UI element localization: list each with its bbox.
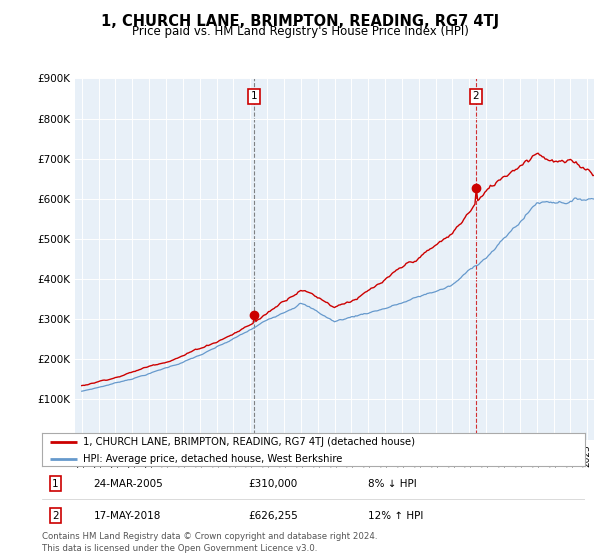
Text: 2: 2: [472, 91, 479, 101]
Text: £626,255: £626,255: [248, 511, 298, 521]
Text: 1, CHURCH LANE, BRIMPTON, READING, RG7 4TJ: 1, CHURCH LANE, BRIMPTON, READING, RG7 4…: [101, 14, 499, 29]
Text: 17-MAY-2018: 17-MAY-2018: [94, 511, 161, 521]
Text: 24-MAR-2005: 24-MAR-2005: [94, 479, 163, 489]
Text: HPI: Average price, detached house, West Berkshire: HPI: Average price, detached house, West…: [83, 454, 342, 464]
Text: Price paid vs. HM Land Registry's House Price Index (HPI): Price paid vs. HM Land Registry's House …: [131, 25, 469, 38]
Text: 1, CHURCH LANE, BRIMPTON, READING, RG7 4TJ (detached house): 1, CHURCH LANE, BRIMPTON, READING, RG7 4…: [83, 437, 415, 446]
Text: 12% ↑ HPI: 12% ↑ HPI: [368, 511, 423, 521]
Text: 2: 2: [52, 511, 59, 521]
Text: 1: 1: [251, 91, 257, 101]
Text: 1: 1: [52, 479, 59, 489]
Text: Contains HM Land Registry data © Crown copyright and database right 2024.
This d: Contains HM Land Registry data © Crown c…: [42, 532, 377, 553]
Text: 8% ↓ HPI: 8% ↓ HPI: [368, 479, 416, 489]
Text: £310,000: £310,000: [248, 479, 298, 489]
